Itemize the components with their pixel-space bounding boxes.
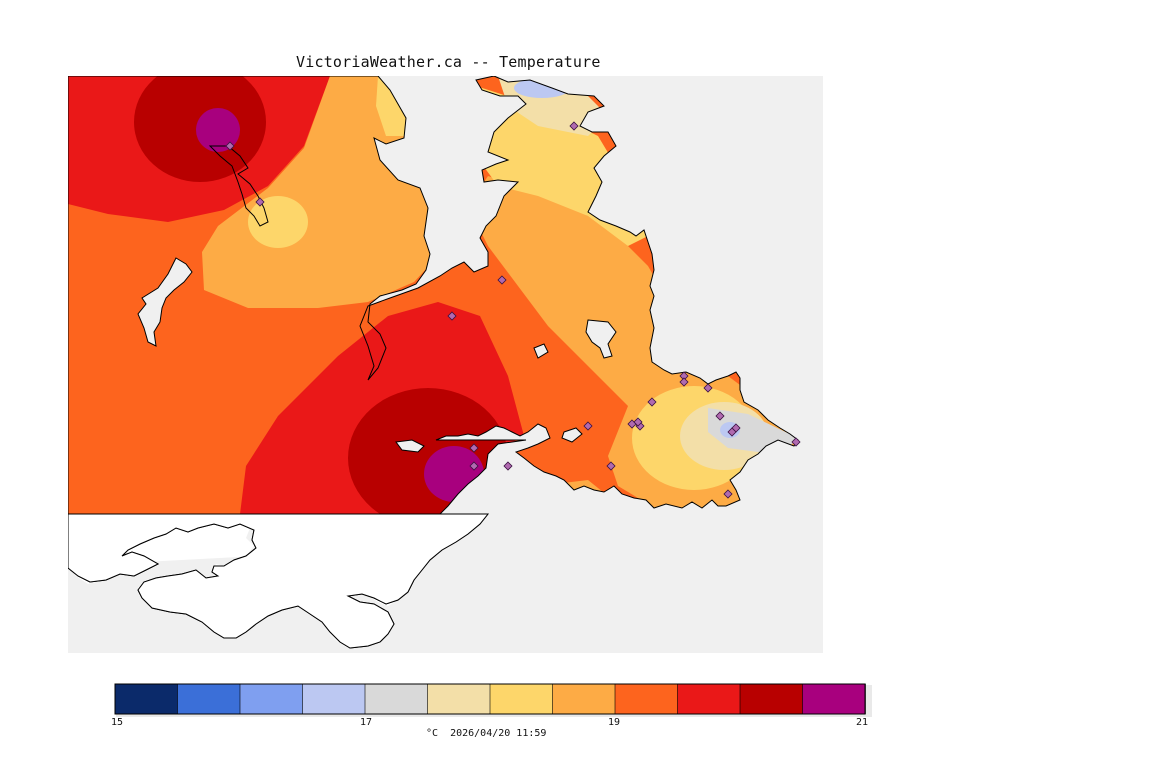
station-marker[interactable] <box>791 437 801 447</box>
station-marker[interactable] <box>469 461 479 471</box>
legend-swatch <box>552 683 616 715</box>
station-marker[interactable] <box>447 311 457 321</box>
lake-small <box>533 343 549 359</box>
lake-east <box>585 319 617 359</box>
station-marker[interactable] <box>569 121 579 131</box>
legend-swatch <box>364 683 429 715</box>
station-marker[interactable] <box>469 443 479 453</box>
legend-swatch <box>302 683 366 715</box>
station-marker[interactable] <box>503 461 513 471</box>
page-title: VictoriaWeather.ca -- Temperature <box>296 53 601 71</box>
legend-tick-19: 19 <box>607 717 621 728</box>
station-marker[interactable] <box>679 377 689 387</box>
legend-tick-21: 21 <box>855 717 869 728</box>
legend-swatch <box>614 683 679 715</box>
legend-tick-15: 15 <box>110 717 124 728</box>
legend-swatch <box>802 683 866 715</box>
temperature-map[interactable] <box>68 76 823 653</box>
station-marker[interactable] <box>715 411 725 421</box>
legend-swatch <box>239 683 304 715</box>
station-markers <box>225 121 801 499</box>
station-marker[interactable] <box>225 141 235 151</box>
lake-north <box>208 145 269 227</box>
legend-swatch <box>739 683 804 715</box>
station-marker[interactable] <box>727 427 737 437</box>
station-marker[interactable] <box>255 197 265 207</box>
inlet-harbour <box>561 427 583 443</box>
lake-west <box>137 257 193 347</box>
station-marker[interactable] <box>583 421 593 431</box>
legend-swatch <box>177 683 241 715</box>
legend-tick-17: 17 <box>359 717 373 728</box>
station-marker[interactable] <box>723 489 733 499</box>
station-marker[interactable] <box>497 275 507 285</box>
legend-swatch <box>427 683 491 715</box>
legend-swatch <box>114 683 179 715</box>
station-marker[interactable] <box>633 417 643 427</box>
station-marker[interactable] <box>703 383 713 393</box>
station-marker[interactable] <box>606 461 616 471</box>
units-timestamp: °C 2026/04/20 11:59 <box>426 728 547 739</box>
land-outside-field <box>68 513 490 649</box>
legend-swatch <box>489 683 554 715</box>
lake-south <box>395 439 425 453</box>
station-marker[interactable] <box>647 397 657 407</box>
legend-swatch <box>677 683 741 715</box>
color-legend <box>114 683 872 717</box>
